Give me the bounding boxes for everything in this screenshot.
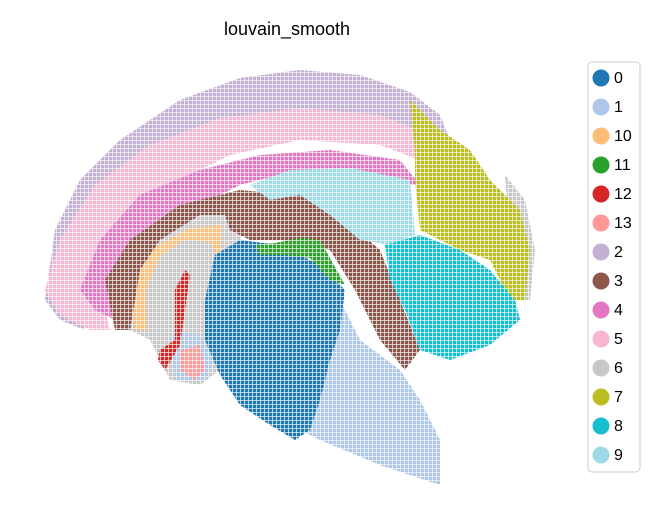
legend-label: 2 [614,244,623,261]
legend-swatch [592,156,610,174]
legend-swatch [592,359,610,377]
legend-label: 4 [614,302,623,319]
legend-label: 3 [614,273,623,290]
legend-box [587,61,641,473]
legend-swatch [592,243,610,261]
legend-label: 10 [614,128,632,145]
legend-swatch [592,127,610,145]
legend-label: 12 [614,186,632,203]
legend-label: 7 [614,389,623,406]
legend-label: 13 [614,215,632,232]
legend-swatch [592,185,610,203]
legend-label: 6 [614,360,623,377]
legend-swatch [592,446,610,464]
legend-swatch [592,417,610,435]
legend-label: 8 [614,418,623,435]
legend-swatch [592,69,610,87]
legend-swatch [592,388,610,406]
legend-label: 9 [614,447,623,464]
legend-label: 1 [614,99,623,116]
chart-title: louvain_smooth [224,19,350,40]
legend-swatch [592,98,610,116]
legend-swatch [592,214,610,232]
legend-swatch [592,272,610,290]
legend-label: 5 [614,331,623,348]
legend-swatch [592,330,610,348]
legend-label: 0 [614,70,623,87]
legend-label: 11 [614,157,631,174]
legend: 0 1 10 11 12 13 2 3 4 5 6 7 8 9 [592,69,632,464]
legend-swatch [592,301,610,319]
spot-texture [40,60,540,500]
